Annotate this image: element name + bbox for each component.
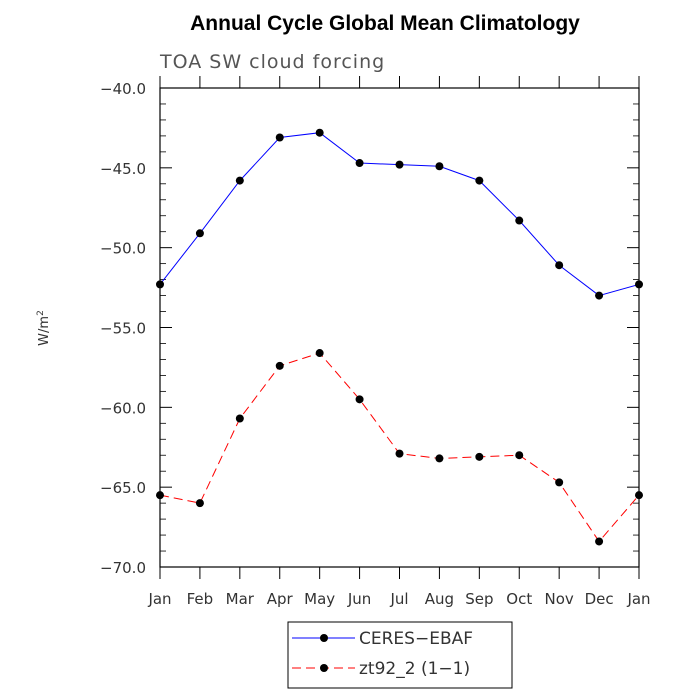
svg-text:W/m2: W/m2	[36, 310, 52, 346]
x-tick-label: Jan	[147, 590, 171, 608]
y-axis-label: W/m2	[36, 310, 52, 346]
series-1-point	[475, 452, 484, 461]
series-1-point	[595, 537, 604, 546]
legend-box	[287, 621, 513, 689]
x-tick-label: Jan	[626, 590, 650, 608]
x-tick-label: Mar	[226, 590, 255, 608]
chart-title: Annual Cycle Global Mean Climatology	[190, 12, 580, 35]
series-0-point	[475, 176, 484, 185]
series-1-point	[156, 491, 164, 500]
series-1-point	[235, 414, 244, 423]
series-0-point	[275, 133, 284, 142]
series-line-0	[159, 132, 640, 297]
legend: CERES−EBAF zt92_2 (1−1)	[287, 621, 513, 689]
series-0-point	[635, 280, 643, 289]
chart-subtitle: TOA SW cloud forcing	[159, 51, 385, 73]
series-0-point	[355, 159, 364, 168]
series-line-1	[159, 352, 640, 543]
x-tick-label: Apr	[267, 590, 294, 608]
x-tick-label: Aug	[425, 590, 454, 608]
legend-marker-0	[320, 634, 328, 642]
x-tick-label: Jul	[389, 590, 408, 608]
series-1-point	[435, 454, 444, 463]
series-1-point	[555, 478, 564, 487]
y-tick-label: −65.0	[100, 479, 146, 497]
x-tick-label: Jun	[347, 590, 371, 608]
series-0-point	[235, 176, 244, 185]
series-1-point	[635, 491, 643, 500]
x-tick-label: Oct	[506, 590, 532, 608]
plot-frame	[159, 87, 640, 568]
series-1-point	[355, 395, 364, 404]
y-tick-label: −70.0	[100, 559, 146, 577]
series-0-point	[395, 160, 404, 169]
legend-marker-1	[320, 664, 328, 672]
y-tick-label: −40.0	[100, 80, 146, 98]
series-0-point	[156, 280, 164, 289]
series-0-point	[555, 261, 564, 270]
series-1-point	[395, 449, 404, 458]
legend-label-1: zt92_2 (1−1)	[359, 659, 470, 679]
x-tick-label: Sep	[465, 590, 493, 608]
series-0-point	[515, 216, 524, 225]
series-0-point	[595, 291, 604, 300]
x-tick-label: Dec	[585, 590, 614, 608]
series-1-point	[515, 451, 524, 460]
series-1-point	[195, 499, 204, 508]
series-0-point	[435, 162, 444, 171]
series-layer	[156, 128, 643, 546]
legend-label-0: CERES−EBAF	[359, 629, 473, 649]
x-tick-label: May	[304, 590, 335, 608]
y-tick-label: −45.0	[100, 160, 146, 178]
x-tick-label: Feb	[187, 590, 214, 608]
y-axis-label-text: W/m	[37, 316, 52, 346]
series-1-point	[275, 361, 284, 370]
series-1-point	[315, 349, 324, 358]
y-tick-label: −55.0	[100, 320, 146, 338]
y-axis-label-superscript: 2	[36, 310, 46, 316]
series-0-point	[315, 128, 324, 137]
y-tick-label: −50.0	[100, 240, 146, 258]
series-0-point	[195, 229, 204, 238]
y-tick-label: −60.0	[100, 399, 146, 417]
x-tick-label: Nov	[545, 590, 574, 608]
